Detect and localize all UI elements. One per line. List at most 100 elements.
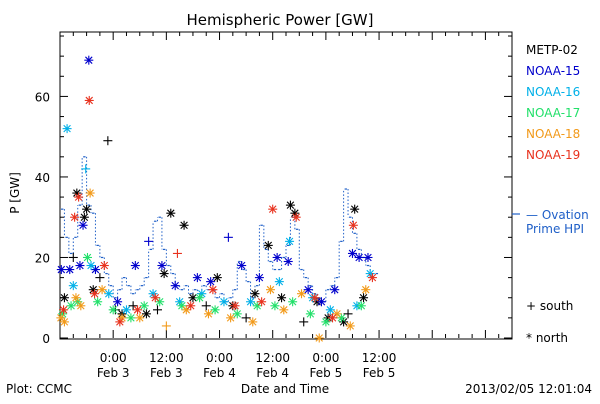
- x-tick-date: Feb 5: [310, 366, 343, 380]
- south-point: [144, 236, 154, 246]
- north-point: [65, 265, 75, 275]
- data-points: [56, 55, 377, 343]
- north-point: [192, 273, 202, 283]
- north-point: [325, 305, 335, 315]
- north-point: [108, 305, 118, 315]
- north-point: [305, 309, 315, 319]
- north-point: [332, 309, 342, 319]
- north-point: [97, 285, 107, 295]
- south-point: [299, 317, 309, 327]
- ovation-legend-line2: Prime HPI: [526, 222, 584, 236]
- north-point: [265, 285, 275, 295]
- north-point: [257, 297, 267, 307]
- x-tick-label: 12:00: [362, 351, 397, 365]
- north-point: [85, 188, 95, 198]
- north-point: [263, 240, 273, 250]
- x-tick-label: 12:00: [255, 351, 290, 365]
- y-axis-label: P [GW]: [8, 172, 22, 214]
- north-point: [336, 313, 346, 323]
- north-point: [363, 252, 373, 262]
- north-point: [248, 317, 258, 327]
- north-point: [212, 273, 222, 283]
- north-point: [283, 257, 293, 266]
- north-point: [321, 317, 331, 327]
- north-point: [157, 261, 167, 271]
- y-tick-label: 60: [35, 90, 50, 104]
- north-point: [188, 293, 198, 303]
- x-tick-date: Feb 3: [97, 366, 130, 380]
- north-point: [270, 301, 280, 311]
- north-point: [232, 309, 242, 319]
- chart-title: Hemispheric Power [GW]: [187, 11, 374, 29]
- north-point: [59, 317, 69, 327]
- south-point: [172, 248, 182, 258]
- y-axis-ticks: 0 20 40 60: [35, 35, 512, 346]
- x-tick-date: Feb 3: [150, 366, 183, 380]
- north-point: [78, 220, 88, 230]
- ovation-legend-line1: — Ovation: [526, 208, 589, 222]
- north-point: [330, 285, 340, 295]
- north-point: [133, 305, 143, 315]
- north-point: [68, 281, 78, 291]
- north-point: [84, 95, 94, 105]
- x-tick-label: 0:00: [206, 351, 233, 365]
- north-point: [166, 208, 176, 218]
- north-point: [82, 204, 92, 214]
- north-point: [206, 277, 216, 287]
- north-point: [84, 55, 94, 65]
- north-point: [279, 305, 289, 315]
- north-point: [246, 297, 256, 307]
- footer-timestamp: 2013/02/05 12:01:04: [465, 382, 592, 396]
- north-point: [210, 305, 220, 315]
- north-point: [291, 212, 301, 222]
- north-point: [347, 248, 357, 258]
- south-point: [161, 321, 171, 331]
- north-point: [139, 301, 149, 311]
- north-point: [274, 277, 284, 287]
- legend-entry: NOAA-17: [526, 106, 580, 120]
- north-point: [121, 305, 131, 315]
- north-point: [74, 192, 84, 202]
- north-point: [130, 261, 140, 271]
- north-point: [297, 289, 307, 299]
- north-point: [170, 281, 180, 291]
- north-point: [237, 261, 247, 271]
- north-point: [272, 252, 282, 262]
- north-point: [354, 252, 364, 262]
- north-point: [348, 220, 358, 230]
- north-point: [62, 124, 72, 134]
- south-point: [81, 164, 91, 174]
- north-point: [141, 309, 151, 319]
- legend-north: * north: [526, 331, 568, 345]
- north-point: [345, 321, 355, 331]
- north-point: [150, 293, 160, 303]
- north-point: [226, 313, 236, 323]
- south-point: [152, 305, 162, 315]
- legend-entry: NOAA-15: [526, 64, 580, 78]
- y-tick-label: 0: [42, 332, 50, 346]
- north-point: [195, 293, 205, 303]
- north-point: [135, 313, 145, 323]
- x-tick-label: 0:00: [312, 351, 339, 365]
- north-point: [179, 220, 189, 230]
- north-point: [76, 301, 86, 311]
- north-point: [59, 293, 69, 303]
- south-point: [128, 301, 138, 311]
- north-point: [104, 289, 114, 299]
- x-tick-date: Feb 4: [203, 366, 236, 380]
- north-point: [59, 305, 69, 315]
- x-tick-date: Feb 4: [256, 366, 289, 380]
- north-point: [285, 236, 295, 246]
- north-point: [328, 313, 338, 323]
- north-point: [115, 317, 125, 327]
- south-point: [241, 313, 251, 323]
- north-point: [113, 297, 123, 307]
- legend-south: + south: [526, 299, 573, 313]
- north-point: [277, 293, 287, 303]
- x-tick-label: 12:00: [149, 351, 184, 365]
- south-point: [223, 232, 233, 242]
- north-point: [66, 301, 76, 311]
- north-point: [71, 293, 81, 303]
